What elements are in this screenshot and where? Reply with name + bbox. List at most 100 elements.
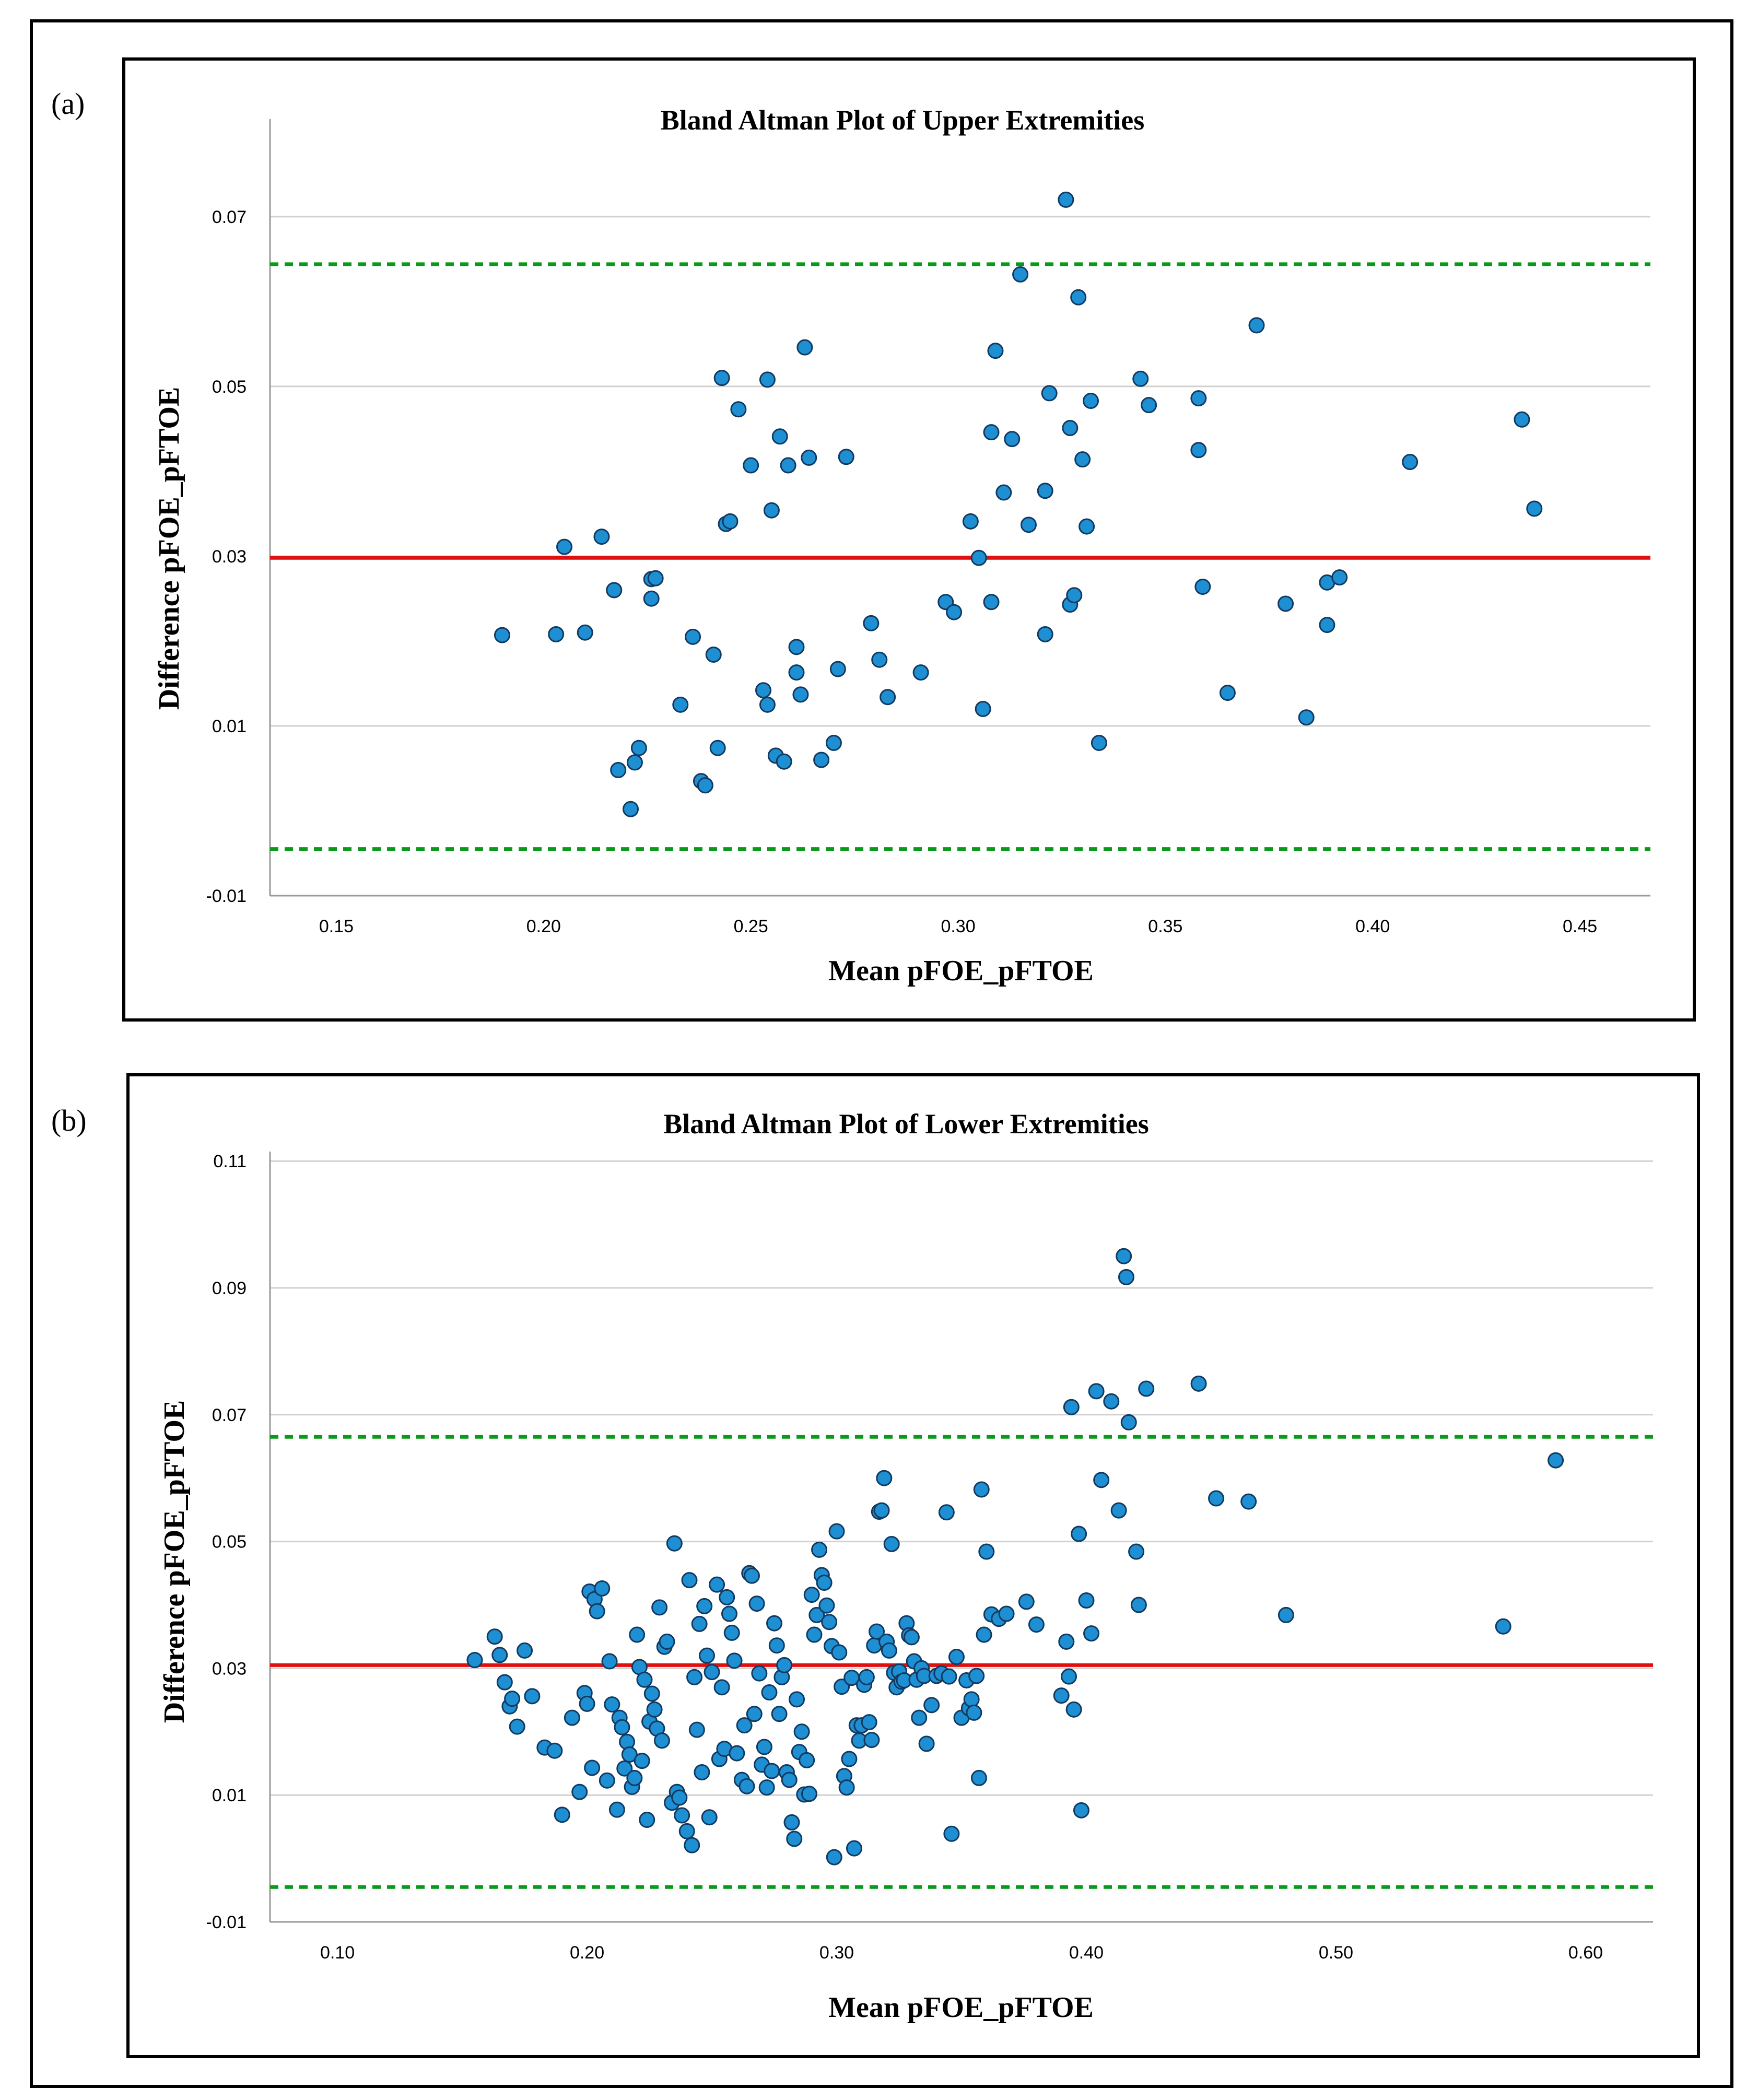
panel-b-data-point	[758, 1779, 775, 1796]
panel-a-data-point	[962, 513, 979, 530]
panel-a: (a) Bland Altman Plot of Upper Extremiti…	[51, 57, 1696, 1022]
panel-b-data-point	[684, 1837, 700, 1853]
panel-b-data-point	[681, 1572, 698, 1589]
panel-b-data-point	[771, 1706, 788, 1722]
panel-b-xtick-label: 0.40	[1069, 1943, 1104, 1963]
panel-b-data-point	[943, 1825, 960, 1842]
panel-a-data-point	[1526, 500, 1543, 517]
panel-b-data-point	[911, 1709, 928, 1726]
panel-b-data-point	[978, 1543, 995, 1560]
panel-b-data-point	[651, 1599, 668, 1616]
panel-a-data-point	[1079, 518, 1095, 535]
panel-b-data-point	[1118, 1269, 1134, 1285]
panel-a-data-point	[626, 754, 643, 771]
panel-b-data-point	[826, 1849, 842, 1866]
panel-b-data-point	[491, 1647, 508, 1663]
panel-a-data-point	[672, 696, 689, 713]
panel-a-data-point	[880, 689, 896, 706]
panel-b-frame	[126, 1073, 1700, 2058]
panel-a-data-point	[788, 664, 805, 681]
panel-b-ytick-label: -0.01	[206, 1913, 247, 1932]
panel-b-data-point	[834, 1679, 850, 1695]
panel-a-data-point	[1141, 397, 1157, 414]
panel-b-data-point	[1120, 1414, 1137, 1430]
panel-b-data-point	[1065, 1701, 1082, 1718]
panel-b-data-point	[1078, 1592, 1095, 1609]
panel-b-data-point	[671, 1789, 688, 1806]
panel-b-data-point	[1138, 1380, 1155, 1397]
panel-b-data-point	[608, 1801, 625, 1818]
panel-b-data-point	[646, 1701, 663, 1718]
panel-b-data-point	[604, 1696, 620, 1713]
panel-b-data-point	[1495, 1618, 1511, 1635]
panel-b-data-point	[881, 1642, 897, 1659]
panel-b-data-point	[688, 1721, 705, 1738]
panel-b-data-point	[701, 1809, 718, 1826]
panel-a-data-point	[763, 502, 780, 519]
panel-b-data-point	[968, 1668, 985, 1684]
panel-a-data-point	[1037, 626, 1053, 642]
panel-a-data-point	[1190, 442, 1207, 459]
panel-b-xtick-label: 0.30	[819, 1943, 854, 1963]
panel-b-xtick-label: 0.20	[570, 1943, 604, 1963]
panel-b-data-point	[861, 1714, 877, 1731]
panel-b-data-point	[726, 1652, 743, 1669]
panel-b-data-point	[966, 1704, 982, 1721]
panel-b-data-point	[579, 1695, 595, 1712]
panel-b-data-point	[599, 1772, 615, 1789]
panel-b-data-point	[739, 1778, 755, 1794]
panel-a-data-point	[796, 339, 813, 356]
panel-a-data-point	[759, 371, 776, 388]
panel-b-data-point	[841, 1751, 858, 1767]
panel-b-data-point	[786, 1831, 803, 1847]
panel-b-data-point	[564, 1709, 580, 1726]
panel-b-data-point	[806, 1626, 823, 1643]
panel-b-data-point	[713, 1679, 730, 1696]
panel-b-data-point	[811, 1541, 828, 1558]
panel-b-ytick-label: 0.01	[212, 1786, 247, 1805]
panel-a-data-point	[1402, 454, 1419, 471]
panel-b-data-point	[686, 1669, 703, 1685]
panel-b-xtick-label: 0.10	[320, 1943, 355, 1963]
panel-a-data-point	[792, 686, 809, 703]
panel-b-xtick-label: 0.50	[1319, 1943, 1353, 1963]
panel-b-data-point	[903, 1629, 920, 1646]
panel-a-data-point	[743, 457, 759, 474]
panel-a-data-point	[813, 752, 830, 768]
panel-b-data-point	[554, 1806, 570, 1823]
panel-b-data-point	[1190, 1375, 1207, 1392]
panel-b-data-point	[776, 1657, 793, 1673]
panel-b-data-point	[723, 1624, 740, 1641]
panel-b-data-point	[1073, 1802, 1089, 1819]
panel-b-data-point	[970, 1769, 987, 1786]
panel-b-data-point	[803, 1587, 820, 1603]
panel-b-data-point	[546, 1742, 563, 1759]
panel-b-data-point	[761, 1684, 778, 1701]
panel-b-data-point	[743, 1567, 760, 1584]
panel-a-data-point	[975, 700, 991, 717]
panel-b-data-point	[828, 1523, 845, 1540]
panel-a-data-point	[1248, 317, 1265, 334]
panel-a-data-point	[755, 682, 771, 699]
panel-b-data-point	[1103, 1393, 1120, 1410]
panel-b-data-point	[1240, 1493, 1257, 1510]
panel-a-data-point	[713, 370, 730, 386]
panel-a-ytick-label: 0.05	[212, 377, 247, 397]
panel-b-ytick-label: 0.11	[213, 1152, 247, 1171]
panel-a-xtick-label: 0.30	[941, 917, 975, 936]
panel-b-data-point	[524, 1688, 541, 1705]
panel-a-data-point	[709, 740, 726, 756]
panel-b-data-point	[1278, 1606, 1294, 1623]
panel-b-data-point	[768, 1637, 785, 1654]
panel-a-data-point	[759, 696, 776, 713]
panel-a-xtick-label: 0.20	[526, 917, 561, 936]
panel-b-data-point	[1130, 1597, 1147, 1613]
panel-a-data-point	[838, 449, 854, 465]
panel-b-data-point	[876, 1470, 893, 1486]
panel-b-data-point	[466, 1652, 483, 1669]
panel-b-data-point	[821, 1614, 838, 1630]
panel-a-data-point	[780, 457, 796, 474]
panel-a-data-point	[1091, 734, 1107, 751]
panel-b-ytick-label: 0.05	[212, 1532, 247, 1552]
